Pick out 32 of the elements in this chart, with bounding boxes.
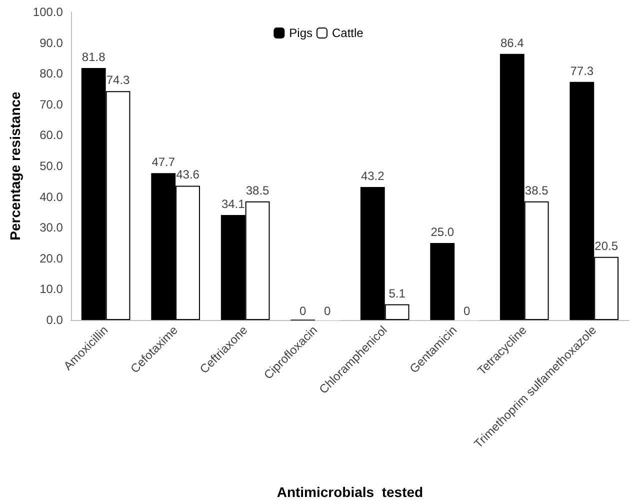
data-label: 47.7 xyxy=(152,155,176,170)
data-label: 20.5 xyxy=(594,238,618,253)
y-tick-label: 20.0 xyxy=(40,251,64,266)
bar xyxy=(430,243,455,320)
y-tick-label: 90.0 xyxy=(40,36,64,50)
y-tick-label: 50.0 xyxy=(40,159,64,173)
data-label: 5.1 xyxy=(388,286,406,300)
x-axis-title: Antimicrobials tested xyxy=(276,484,424,500)
data-label: 77.3 xyxy=(570,64,594,78)
data-label: 0 xyxy=(324,304,331,318)
data-label: 74.3 xyxy=(106,73,130,88)
legend-label: Pigs xyxy=(289,26,312,40)
data-label: 43.6 xyxy=(176,168,200,182)
legend-label: Cattle xyxy=(332,26,364,40)
y-tick-label: 100.0 xyxy=(32,5,64,19)
y-tick-label: 0.0 xyxy=(46,313,64,327)
data-label: 81.8 xyxy=(82,50,106,64)
y-axis-title: Percentage resistance xyxy=(7,91,23,240)
y-tick-label: 80.0 xyxy=(40,66,64,81)
data-label: 0 xyxy=(300,304,307,318)
y-tick-label: 70.0 xyxy=(40,97,64,112)
data-label: 38.5 xyxy=(246,183,270,198)
data-label: 25.0 xyxy=(430,225,454,239)
y-tick-label: 60.0 xyxy=(40,128,64,142)
y-tick-label: 10.0 xyxy=(40,282,64,296)
data-label: 34.1 xyxy=(221,196,246,211)
y-tick-label: 30.0 xyxy=(40,220,64,235)
data-label: 43.2 xyxy=(360,168,385,183)
data-label: 38.5 xyxy=(524,183,549,198)
data-label: 0 xyxy=(463,304,470,318)
y-tick-label: 40.0 xyxy=(40,190,64,204)
data-label: 86.4 xyxy=(500,36,524,50)
